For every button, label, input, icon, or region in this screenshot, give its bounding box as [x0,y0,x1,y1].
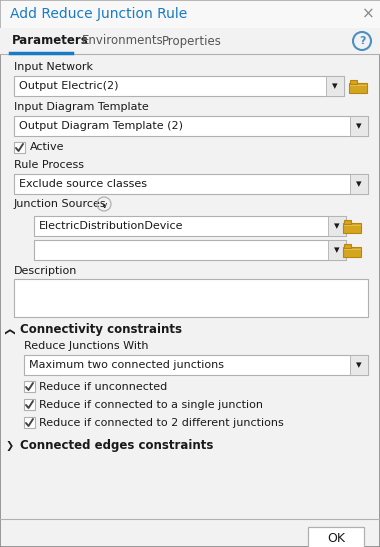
FancyBboxPatch shape [350,116,368,136]
Text: ❯: ❯ [6,441,14,451]
FancyBboxPatch shape [0,0,380,28]
FancyBboxPatch shape [24,399,35,410]
FancyBboxPatch shape [14,279,368,317]
FancyBboxPatch shape [0,28,380,54]
FancyBboxPatch shape [350,174,368,194]
Text: ▾: ▾ [332,81,338,91]
FancyBboxPatch shape [344,220,351,224]
Text: Connected edges constraints: Connected edges constraints [20,439,214,452]
Text: ▾: ▾ [334,221,340,231]
Text: Description: Description [14,266,78,276]
FancyBboxPatch shape [328,240,346,260]
FancyBboxPatch shape [344,244,351,248]
FancyBboxPatch shape [24,381,35,392]
Text: Reduce Junctions With: Reduce Junctions With [24,341,149,351]
FancyBboxPatch shape [328,216,346,236]
Text: Output Electric(2): Output Electric(2) [19,81,119,91]
FancyBboxPatch shape [14,76,344,96]
FancyBboxPatch shape [24,417,35,428]
Text: Add Reduce Junction Rule: Add Reduce Junction Rule [10,7,187,21]
Text: ?: ? [359,36,365,46]
Text: ×: × [362,7,374,21]
Text: Parameters: Parameters [12,34,89,48]
Text: Junction Sources: Junction Sources [14,199,107,209]
Text: Input Diagram Template: Input Diagram Template [14,102,149,112]
FancyBboxPatch shape [350,80,357,84]
FancyBboxPatch shape [14,142,25,153]
FancyBboxPatch shape [326,76,344,96]
Text: ▾: ▾ [356,121,362,131]
Text: Maximum two connected junctions: Maximum two connected junctions [29,360,224,370]
Text: Environments: Environments [82,34,164,48]
Text: Reduce if connected to 2 different junctions: Reduce if connected to 2 different junct… [39,417,284,428]
FancyBboxPatch shape [308,527,364,547]
Text: ▾: ▾ [356,360,362,370]
Text: Properties: Properties [162,34,222,48]
FancyBboxPatch shape [350,355,368,375]
Text: v: v [101,201,107,210]
Text: Output Diagram Template (2): Output Diagram Template (2) [19,121,183,131]
Text: Connectivity constraints: Connectivity constraints [20,323,182,336]
FancyBboxPatch shape [14,174,368,194]
Text: OK: OK [327,532,345,544]
FancyBboxPatch shape [34,216,346,236]
Text: Reduce if connected to a single junction: Reduce if connected to a single junction [39,399,263,410]
Text: Exclude source classes: Exclude source classes [19,179,147,189]
Text: Rule Process: Rule Process [14,160,84,170]
Text: ▾: ▾ [356,179,362,189]
Text: ❯: ❯ [5,326,15,334]
Text: Active: Active [30,143,65,153]
Text: Input Network: Input Network [14,62,93,72]
FancyBboxPatch shape [343,247,361,257]
Text: ▾: ▾ [334,245,340,255]
Text: ElectricDistributionDevice: ElectricDistributionDevice [39,221,184,231]
Text: Reduce if unconnected: Reduce if unconnected [39,381,167,392]
FancyBboxPatch shape [349,83,367,93]
FancyBboxPatch shape [14,116,368,136]
FancyBboxPatch shape [34,240,346,260]
FancyBboxPatch shape [343,223,361,233]
FancyBboxPatch shape [24,355,368,375]
